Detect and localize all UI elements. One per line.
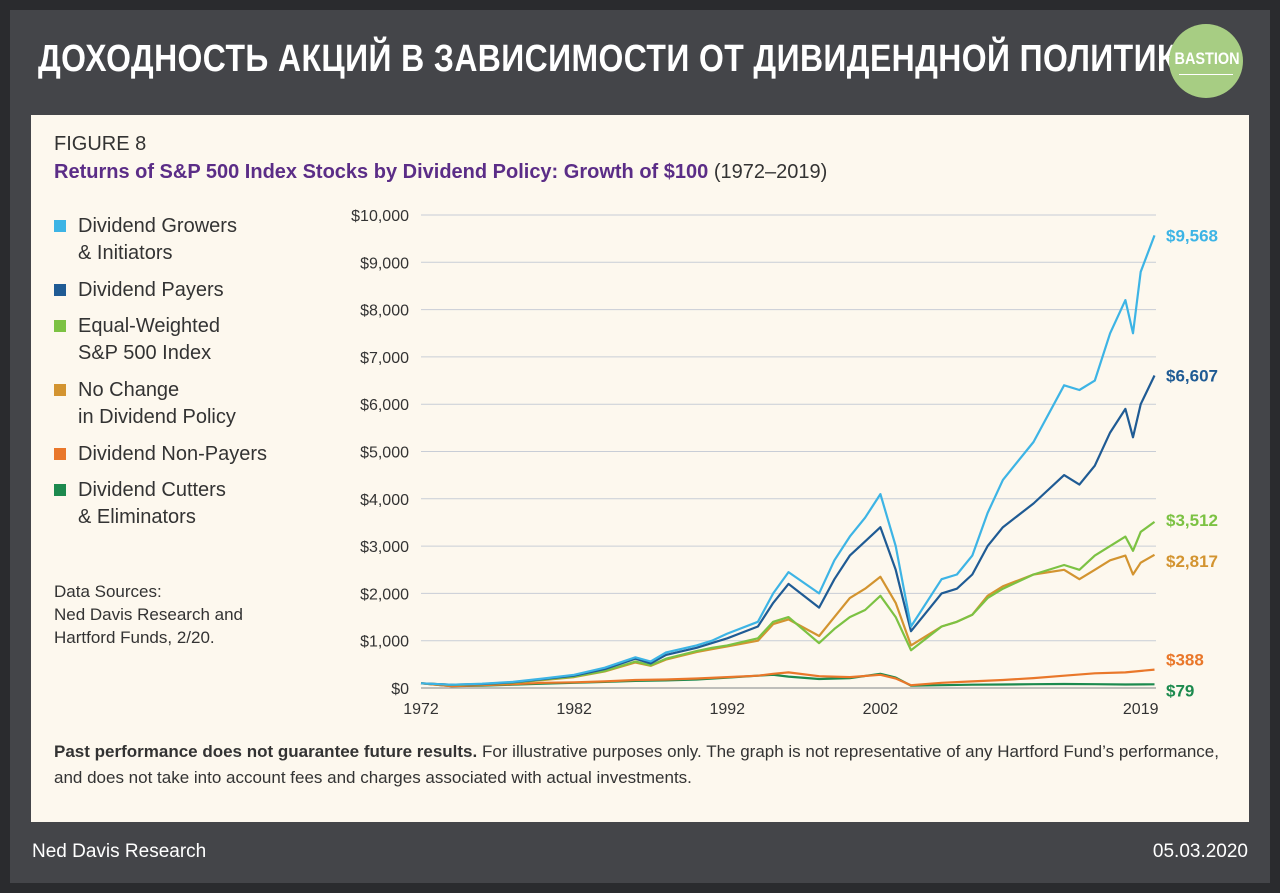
data-sources: Data Sources: Ned Davis Research and Har… bbox=[54, 582, 243, 647]
slide-title: ДОХОДНОСТЬ АКЦИЙ В ЗАВИСИМОСТИ ОТ ДИВИДЕ… bbox=[38, 38, 1201, 80]
end-value-label: $6,607 bbox=[1166, 366, 1218, 385]
end-value-label: $388 bbox=[1166, 651, 1204, 670]
y-tick-label: $10,000 bbox=[351, 208, 409, 225]
legend-swatch bbox=[54, 220, 66, 232]
legend-swatch bbox=[54, 284, 66, 296]
legend-label: Dividend Growers & Initiators bbox=[78, 215, 237, 264]
series-line bbox=[420, 235, 1156, 686]
disclaimer: Past performance does not guarantee futu… bbox=[54, 739, 1224, 791]
y-tick-label: $0 bbox=[391, 681, 409, 698]
disclaimer-bold: Past performance does not guarantee futu… bbox=[54, 742, 478, 761]
legend-swatch bbox=[54, 484, 66, 496]
figure-title-range: (1972–2019) bbox=[713, 161, 828, 183]
y-tick-label: $9,000 bbox=[360, 255, 409, 272]
end-value-label: $79 bbox=[1166, 681, 1194, 700]
legend-label: Dividend Cutters & Eliminators bbox=[78, 479, 226, 528]
bastion-logo: BASTION bbox=[1169, 24, 1243, 98]
legend-swatch bbox=[54, 384, 66, 396]
logo-text: BASTION bbox=[1174, 49, 1240, 68]
legend-swatch bbox=[54, 448, 66, 460]
line-chart: $0 $1,000 $2,000 $3,000 $4,000 $5,000 $6,000 $7… bbox=[351, 208, 1218, 718]
figure-title-main: Returns of S&P 500 Index Stocks by Divid… bbox=[54, 161, 709, 183]
y-tick-label: $6,000 bbox=[360, 397, 409, 414]
legend-swatch bbox=[54, 320, 66, 332]
logo-underline bbox=[1179, 74, 1233, 75]
legend-label: No Change in Dividend Policy bbox=[78, 379, 236, 428]
y-tick-label: $5,000 bbox=[360, 445, 409, 462]
series-line bbox=[420, 668, 1155, 688]
x-tick-label: 2019 bbox=[1123, 701, 1159, 718]
series-line bbox=[420, 375, 1156, 686]
end-value-label: $3,512 bbox=[1166, 511, 1218, 530]
y-tick-label: $1,000 bbox=[360, 634, 409, 651]
x-tick-label: 1972 bbox=[403, 701, 439, 718]
footer-source: Ned Davis Research bbox=[32, 841, 207, 862]
figure-panel: FIGURE 8 Returns of S&P 500 Index Stocks… bbox=[31, 115, 1249, 822]
figure-label: FIGURE 8 bbox=[54, 133, 147, 155]
y-tick-label: $4,000 bbox=[360, 492, 409, 509]
x-tick-label: 1992 bbox=[709, 701, 745, 718]
y-tick-label: $2,000 bbox=[360, 586, 409, 603]
end-value-label: $9,568 bbox=[1166, 226, 1218, 245]
legend-label: Dividend Payers bbox=[78, 279, 224, 301]
legend-label: Equal-Weighted S&P 500 Index bbox=[78, 315, 220, 364]
legend-label: Dividend Non-Payers bbox=[78, 443, 267, 465]
y-tick-label: $3,000 bbox=[360, 539, 409, 556]
y-tick-label: $8,000 bbox=[360, 303, 409, 320]
end-value-label: $2,817 bbox=[1166, 552, 1218, 571]
disclaimer-rest: For illustrative purposes only. The grap… bbox=[54, 742, 1219, 787]
x-tick-label: 1982 bbox=[556, 701, 592, 718]
footer-date: 05.03.2020 bbox=[1152, 841, 1248, 862]
x-tick-label: 2002 bbox=[863, 701, 899, 718]
figure-title: Returns of S&P 500 Index Stocks by Divid… bbox=[54, 161, 827, 184]
y-tick-label: $7,000 bbox=[360, 350, 409, 367]
series-line bbox=[420, 521, 1156, 687]
